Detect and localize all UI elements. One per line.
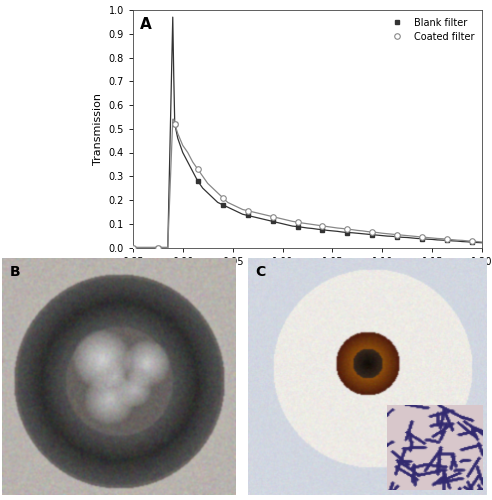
Blank filter [469, 240, 475, 246]
Blank filter [155, 244, 161, 250]
X-axis label: Time (s): Time (s) [285, 272, 330, 282]
Blank filter [344, 230, 350, 235]
Coated filter [369, 229, 375, 235]
Coated filter [419, 234, 425, 240]
Blank filter [220, 202, 226, 208]
Coated filter [172, 121, 178, 127]
Blank filter [172, 121, 178, 127]
Blank filter [130, 244, 136, 250]
Legend: Blank filter, Coated filter: Blank filter, Coated filter [382, 15, 477, 44]
Coated filter [155, 244, 161, 250]
Coated filter [395, 232, 400, 237]
Blank filter [245, 212, 250, 218]
Blank filter [395, 234, 400, 240]
Text: B: B [9, 264, 20, 278]
Blank filter [419, 236, 425, 242]
Coated filter [344, 226, 350, 232]
Y-axis label: Transmission: Transmission [93, 93, 103, 165]
Coated filter [295, 219, 301, 225]
Coated filter [220, 194, 226, 200]
Coated filter [270, 214, 276, 220]
Text: A: A [140, 17, 152, 32]
Blank filter [295, 224, 301, 230]
Coated filter [469, 238, 475, 244]
Line: Coated filter: Coated filter [130, 121, 475, 250]
Line: Blank filter: Blank filter [130, 122, 475, 250]
Blank filter [319, 226, 325, 232]
Coated filter [195, 166, 201, 172]
Blank filter [195, 178, 201, 184]
Coated filter [319, 223, 325, 229]
Blank filter [444, 238, 450, 244]
Blank filter [369, 232, 375, 237]
Blank filter [270, 218, 276, 224]
Coated filter [130, 244, 136, 250]
Coated filter [245, 208, 250, 214]
Text: C: C [256, 264, 266, 278]
Coated filter [444, 236, 450, 242]
